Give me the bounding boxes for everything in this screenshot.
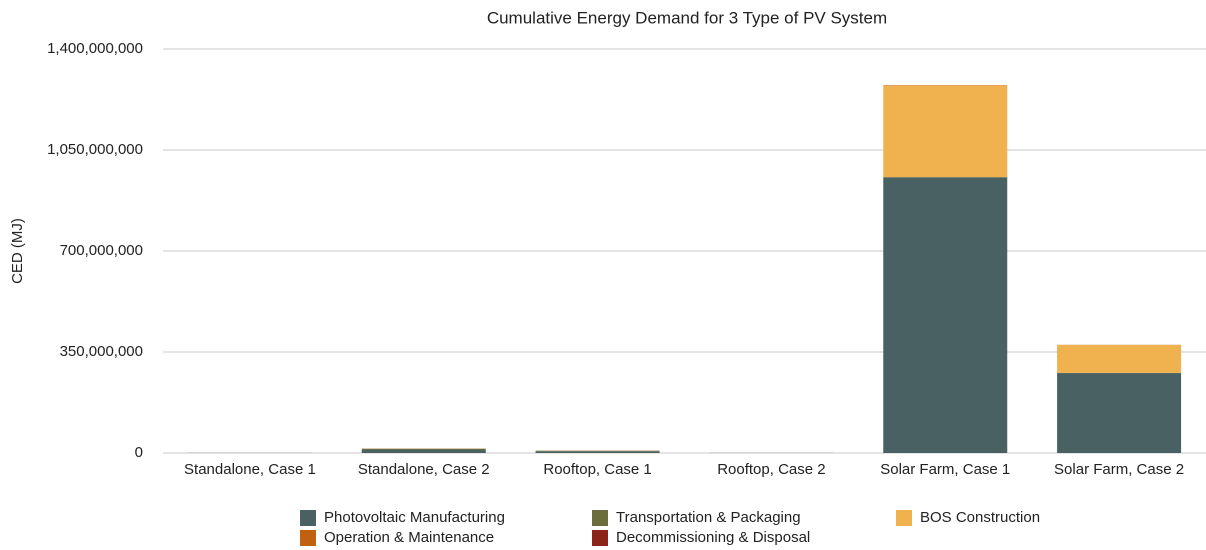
legend-swatch [300, 510, 316, 526]
x-tick-label: Solar Farm, Case 2 [1054, 461, 1184, 478]
bar-segment [361, 448, 486, 450]
bar-segment [361, 449, 486, 453]
legend-swatch [896, 510, 912, 526]
y-tick-label: 1,400,000,000 [47, 40, 143, 57]
legend-label: Transportation & Packaging [616, 509, 801, 526]
y-axis-label: CED (MJ) [9, 218, 26, 284]
legend-label: Photovoltaic Manufacturing [324, 509, 505, 526]
legend-label: BOS Construction [920, 509, 1040, 526]
x-tick-label: Standalone, Case 1 [184, 461, 316, 478]
bar-segment [883, 85, 1008, 178]
y-tick-label: 1,050,000,000 [47, 141, 143, 158]
legend-swatch [592, 510, 608, 526]
legend-swatch [300, 530, 316, 546]
y-tick-label: 0 [135, 444, 143, 461]
bar-segment [535, 451, 660, 453]
bar-segment [1057, 373, 1182, 453]
bar-segment [535, 450, 660, 452]
legend-swatch [592, 530, 608, 546]
y-tick-label: 700,000,000 [60, 242, 143, 259]
x-tick-label: Solar Farm, Case 1 [880, 461, 1010, 478]
legend-label: Operation & Maintenance [324, 529, 494, 546]
x-tick-label: Standalone, Case 2 [358, 461, 490, 478]
y-tick-label: 350,000,000 [60, 343, 143, 360]
x-tick-label: Rooftop, Case 1 [543, 461, 651, 478]
bar-segment [1057, 344, 1182, 373]
bar-segment [883, 177, 1008, 453]
legend-label: Decommissioning & Disposal [616, 529, 810, 546]
x-tick-label: Rooftop, Case 2 [717, 461, 825, 478]
chart-title: Cumulative Energy Demand for 3 Type of P… [487, 8, 887, 27]
